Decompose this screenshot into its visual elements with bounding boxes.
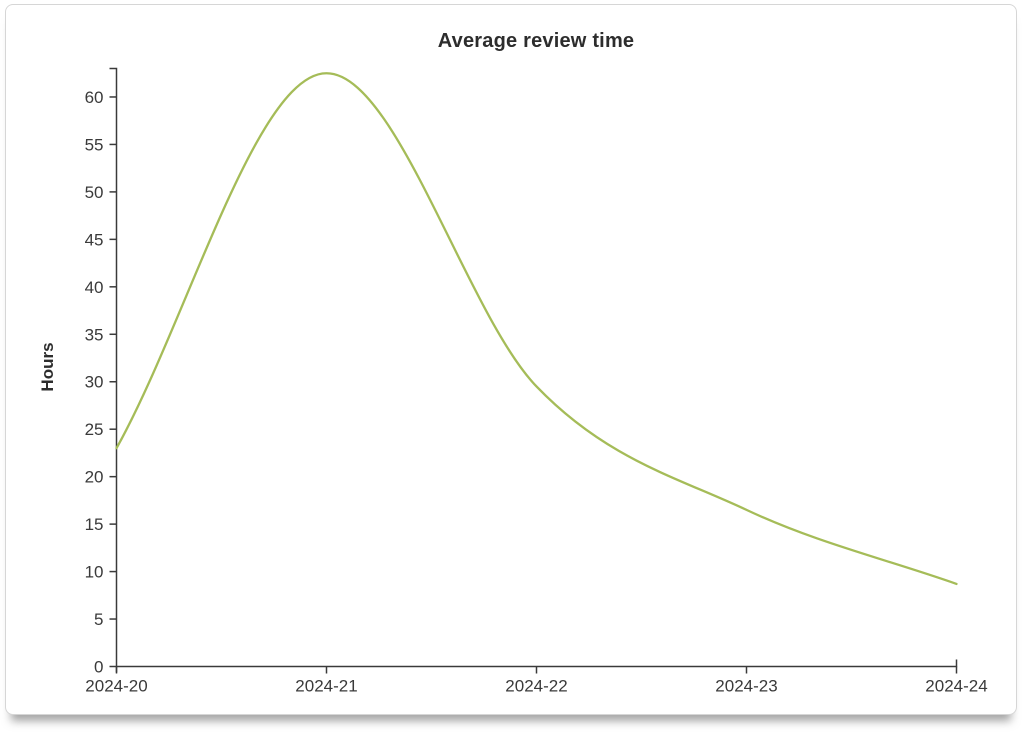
- y-tick-label: 15: [85, 515, 104, 534]
- y-tick-label: 45: [85, 230, 104, 249]
- y-tick-label: 55: [85, 135, 104, 154]
- x-tick-label: 2024-20: [85, 677, 147, 696]
- y-tick-label: 10: [85, 563, 104, 582]
- y-tick-label: 5: [94, 610, 103, 629]
- series-line-average-review-time: [115, 72, 958, 586]
- x-tick-label: 2024-22: [505, 677, 567, 696]
- x-axis: 2024-20 2024-21 2024-22 2024-23 2024-24: [85, 659, 988, 696]
- y-tick-label: 20: [85, 468, 104, 487]
- x-tick-label: 2024-21: [295, 677, 357, 696]
- y-tick-label: 50: [85, 183, 104, 202]
- x-tick-label: 2024-24: [925, 677, 987, 696]
- y-tick-label: 40: [85, 278, 104, 297]
- y-tick-label: 60: [85, 88, 104, 107]
- chart-card: Average review time Hours 0 5 10 15 20 25 30 35…: [5, 4, 1017, 715]
- y-tick-label: 0: [94, 658, 103, 677]
- y-tick-label: 25: [85, 420, 104, 439]
- y-tick-label: 30: [85, 373, 104, 392]
- chart-title: Average review time: [437, 30, 635, 52]
- y-tick-label: 35: [85, 325, 104, 344]
- x-tick-label: 2024-23: [715, 677, 777, 696]
- y-axis: 0 5 10 15 20 25 30 35 40 45 50 55 60: [85, 67, 118, 677]
